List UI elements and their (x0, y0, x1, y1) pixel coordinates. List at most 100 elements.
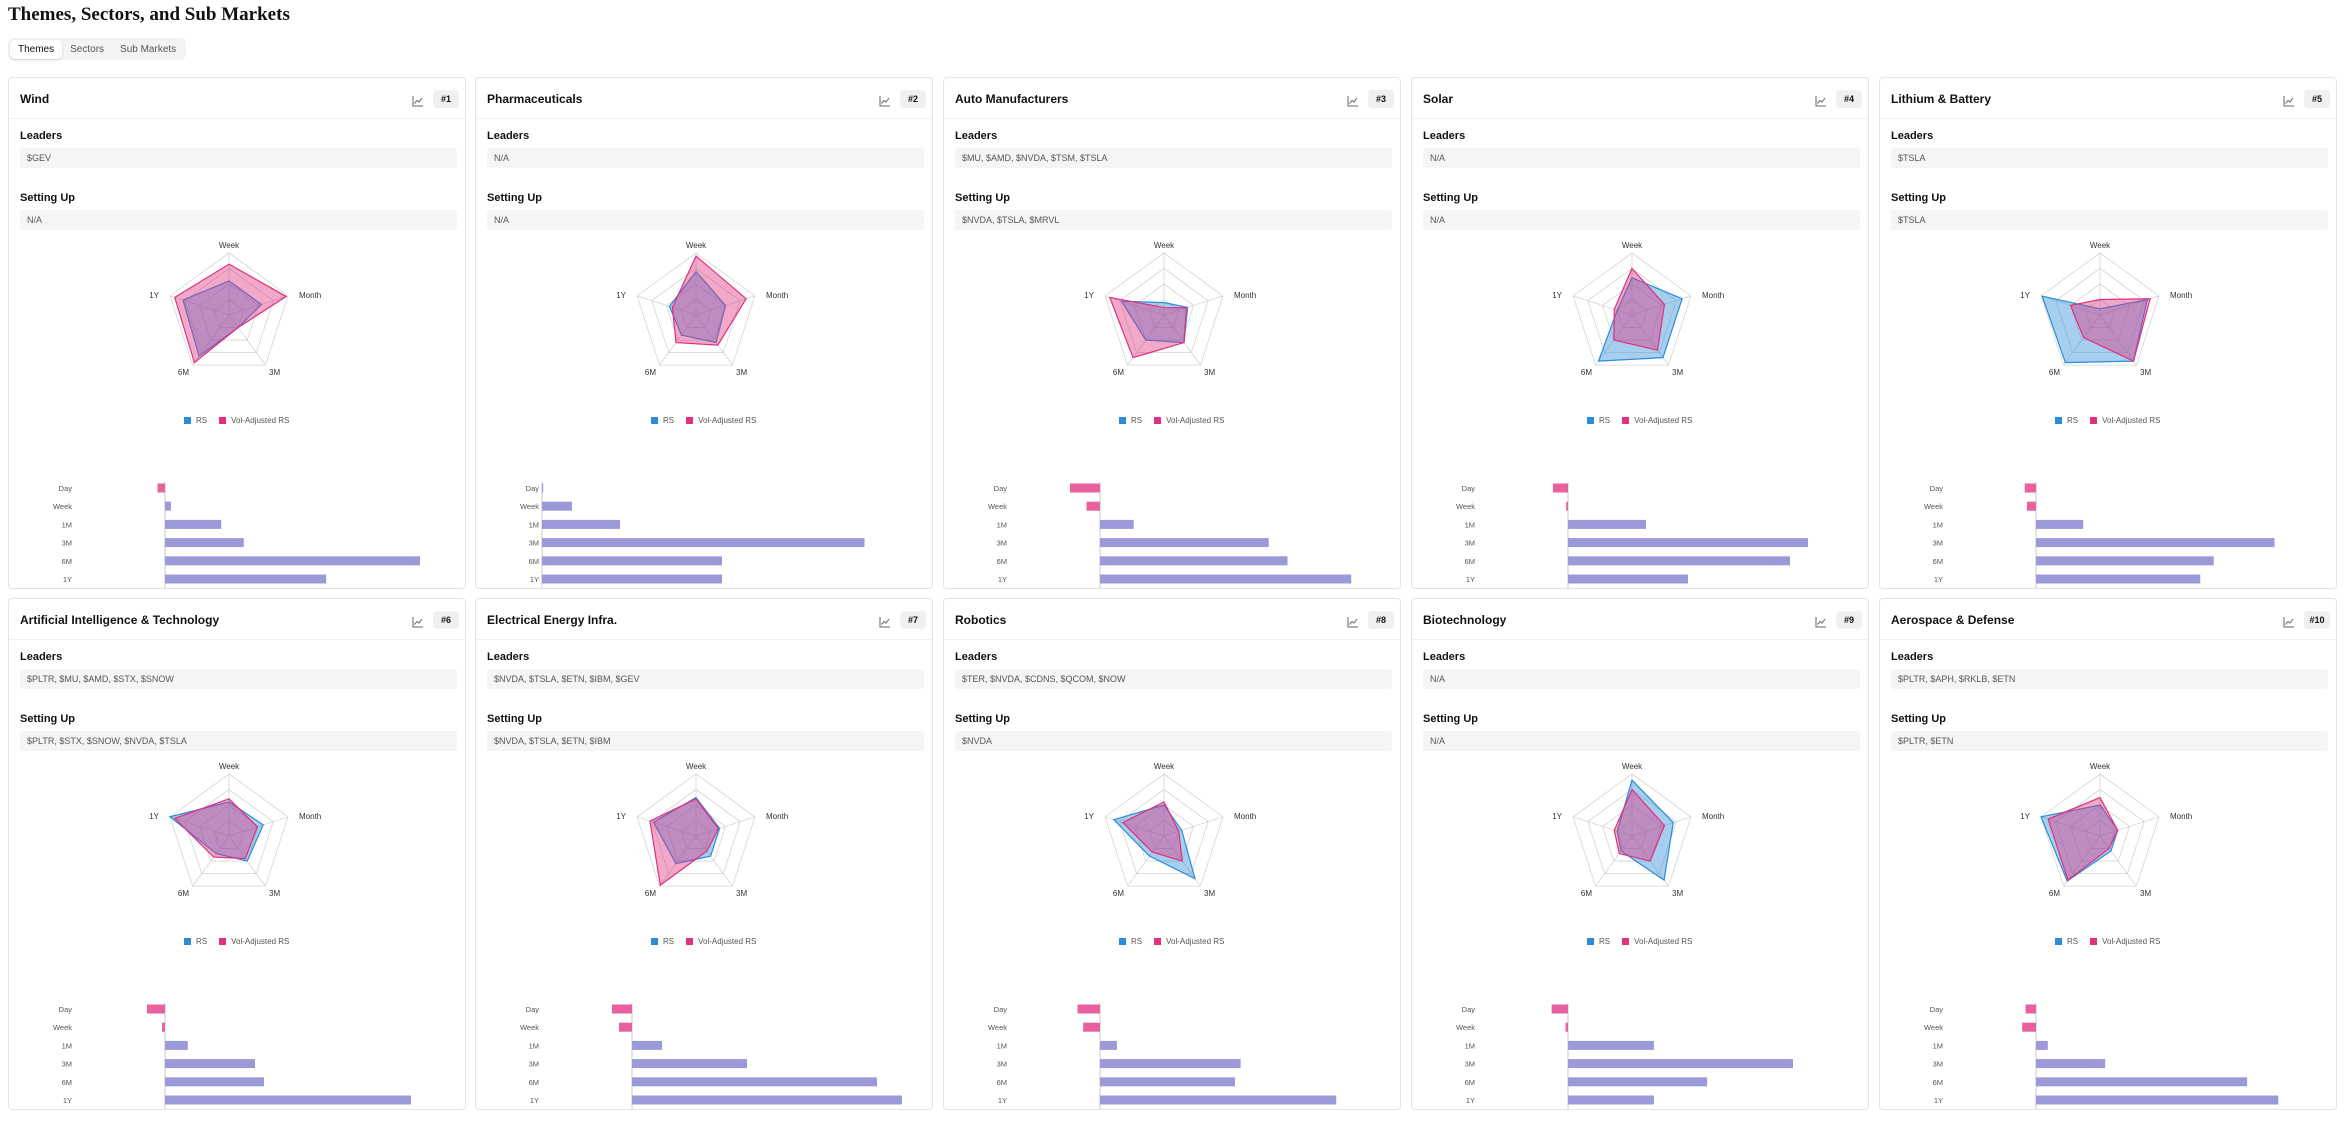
radar-axis-label: 6M (1581, 889, 1592, 898)
bar-week (165, 501, 171, 511)
legend-label-vol: Vol-Adjusted RS (1634, 937, 1693, 946)
bar-3m (1100, 1059, 1241, 1069)
radar-spoke (228, 295, 289, 316)
rank-badge: #10 (2304, 611, 2330, 629)
radar-grid-ring (184, 268, 274, 354)
card-title: Wind (20, 92, 50, 106)
tab-sub-markets[interactable]: Sub Markets (120, 43, 177, 55)
radar-grid-ring (1104, 773, 1224, 887)
radar-grid-ring (2040, 773, 2160, 887)
bar-6m (2036, 556, 2214, 566)
leaders-label: Leaders (1423, 651, 1466, 663)
bar-3m (165, 1059, 255, 1069)
chart-icon[interactable] (411, 94, 425, 108)
radar-spoke (1595, 835, 1633, 887)
chart-icon[interactable] (1346, 615, 1360, 629)
chart-icon[interactable] (1814, 94, 1828, 108)
radar-grid-ring (1572, 773, 1692, 887)
radar-axis-label: 6M (178, 368, 189, 377)
bar-6m (2036, 1077, 2248, 1087)
tab-sectors[interactable]: Sectors (70, 43, 105, 55)
legend-swatch-vol (2090, 938, 2098, 945)
leaders-label: Leaders (1891, 130, 1934, 142)
radar-grid-ring (1602, 283, 1662, 341)
radar-spoke (1163, 314, 1201, 366)
leaders-label: Leaders (1891, 651, 1934, 663)
radar-spoke (695, 816, 756, 837)
bar-category-label: Day (526, 484, 540, 493)
header-divider (1412, 118, 1868, 119)
bar-category-label: 1M (529, 1041, 539, 1050)
header-divider (944, 639, 1400, 640)
legend-swatch-vol (2090, 417, 2098, 424)
chart-icon[interactable] (878, 94, 892, 108)
legend-swatch-rs (184, 417, 191, 424)
radar-axis-label: Month (1702, 812, 1724, 821)
bar-day (147, 1004, 165, 1014)
bar-week (1086, 501, 1100, 511)
radar-grid-ring (1587, 789, 1677, 875)
chart-legend: RS Vol-Adjusted RS (184, 937, 301, 946)
rank-badge: #1 (433, 90, 459, 108)
radar-chart: Week Month 3M 6M 1Y (99, 759, 359, 914)
radar-axis-label: 1Y (2020, 291, 2030, 300)
chart-icon[interactable] (2282, 615, 2296, 629)
bar-category-label: 1M (62, 1041, 72, 1050)
bar-category-label: 6M (62, 1078, 72, 1087)
card-title: Auto Manufacturers (955, 92, 1069, 106)
radar-spoke (636, 816, 697, 837)
header-divider (476, 118, 932, 119)
bar-category-label: 3M (1933, 539, 1943, 548)
legend-item-vol: Vol-Adjusted RS (1154, 416, 1224, 425)
radar-series-rs (182, 280, 263, 358)
setting-up-field: $PLTR, $ETN (1891, 731, 2328, 751)
chart-icon[interactable] (878, 615, 892, 629)
theme-card: Electrical Energy Infra. #7 Leaders $NVDA, … (475, 598, 933, 1120)
chart-legend: RS Vol-Adjusted RS (1587, 937, 1704, 946)
bar-3m (2036, 538, 2275, 548)
bar-6m (165, 556, 420, 566)
legend-label-vol: Vol-Adjusted RS (231, 416, 290, 425)
legend-swatch-rs (1119, 417, 1126, 424)
radar-spoke (1163, 295, 1224, 316)
leaders-field: $MU, $AMD, $NVDA, $TSM, $TSLA (955, 148, 1392, 168)
setting-up-label: Setting Up (955, 713, 1010, 725)
setting-up-field: N/A (1423, 210, 1860, 230)
tab-themes[interactable]: Themes (10, 39, 63, 59)
bar-1y (2036, 1095, 2279, 1105)
radar-series-vol (174, 263, 288, 364)
radar-series-rs (168, 801, 264, 862)
legend-label-rs: RS (1131, 937, 1143, 946)
bar-1m (1568, 519, 1646, 529)
legend-label-rs: RS (663, 416, 675, 425)
legend-item-vol: Vol-Adjusted RS (219, 937, 289, 946)
chart-icon[interactable] (411, 615, 425, 629)
legend-item-rs: RS (1587, 416, 1610, 425)
bar-6m (165, 1077, 264, 1087)
bar-category-label: 3M (1465, 1060, 1475, 1069)
bar-category-label: Week (988, 502, 1007, 511)
legend-label-vol: Vol-Adjusted RS (2102, 937, 2161, 946)
legend-label-rs: RS (1131, 416, 1143, 425)
bar-category-label: 6M (997, 1078, 1007, 1087)
legend-swatch-rs (2055, 938, 2062, 945)
chart-icon[interactable] (1346, 94, 1360, 108)
setting-up-label: Setting Up (487, 713, 542, 725)
card-title: Artificial Intelligence & Technology (20, 613, 220, 627)
chart-icon[interactable] (1814, 615, 1828, 629)
rank-badge: #2 (900, 90, 926, 108)
header-divider (1880, 639, 2336, 640)
bar-3m (632, 1059, 747, 1069)
bar-1m (1100, 519, 1134, 529)
bar-1y (2036, 574, 2201, 584)
bar-1y (165, 574, 327, 584)
radar-grid-ring (636, 252, 756, 366)
radar-spoke (1572, 816, 1633, 837)
radar-spoke (169, 295, 230, 316)
radar-spoke (2099, 816, 2160, 837)
chart-icon[interactable] (2282, 94, 2296, 108)
radar-chart: Week Month 3M 6M 1Y (566, 238, 826, 393)
